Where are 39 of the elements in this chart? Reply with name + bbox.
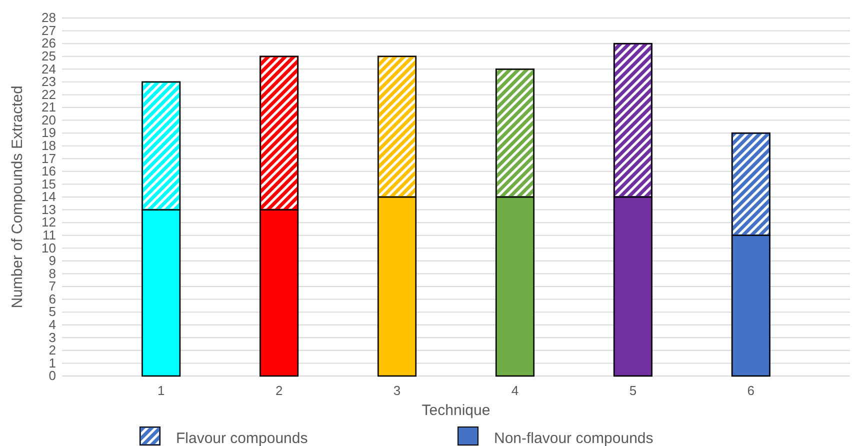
y-tick-label: 22 [42,86,56,102]
x-tick-label: 5 [629,383,637,398]
y-tick-label: 9 [48,253,56,268]
x-tick-label: 1 [157,383,165,398]
y-tick-label: 23 [42,74,56,90]
y-tick-label: 24 [42,61,56,76]
y-tick-label: 26 [42,36,56,51]
x-tick-label: 3 [393,383,401,398]
x-tick-label: 2 [275,383,283,398]
legend-label: Non-flavour compounds [494,430,654,446]
x-tick-label: 4 [511,383,519,398]
y-tick-label: 2 [48,342,56,358]
y-tick-label: 27 [42,22,56,38]
y-tick-label: 28 [42,10,56,26]
y-tick-label: 11 [42,228,56,243]
x-axis-title: Technique [422,402,490,419]
y-tick-label: 18 [42,138,56,154]
legend-label: Flavour compounds [176,430,308,446]
y-tick-label: 15 [42,176,56,192]
y-tick-label: 5 [48,304,56,320]
y-axis-title: Number of Compounds Extracted [9,86,26,308]
y-tick-label: 4 [48,317,56,332]
y-tick-label: 19 [42,125,56,140]
y-tick-label: 17 [42,150,56,166]
y-tick-label: 3 [48,330,56,345]
y-tick-label: 8 [48,266,56,281]
y-tick-label: 6 [48,291,56,306]
y-tick-label: 25 [42,48,56,64]
y-tick-label: 10 [42,240,56,256]
y-tick-label: 20 [42,112,56,128]
y-tick-label: 16 [42,164,56,179]
y-tick-label: 12 [42,214,56,230]
y-tick-label: 7 [48,278,56,294]
y-tick-label: 14 [42,189,56,204]
y-tick-label: 0 [48,368,56,384]
x-tick-label: 6 [747,383,755,398]
y-tick-label: 21 [42,100,56,115]
y-tick-label: 13 [42,202,56,217]
y-tick-label: 1 [48,355,56,370]
